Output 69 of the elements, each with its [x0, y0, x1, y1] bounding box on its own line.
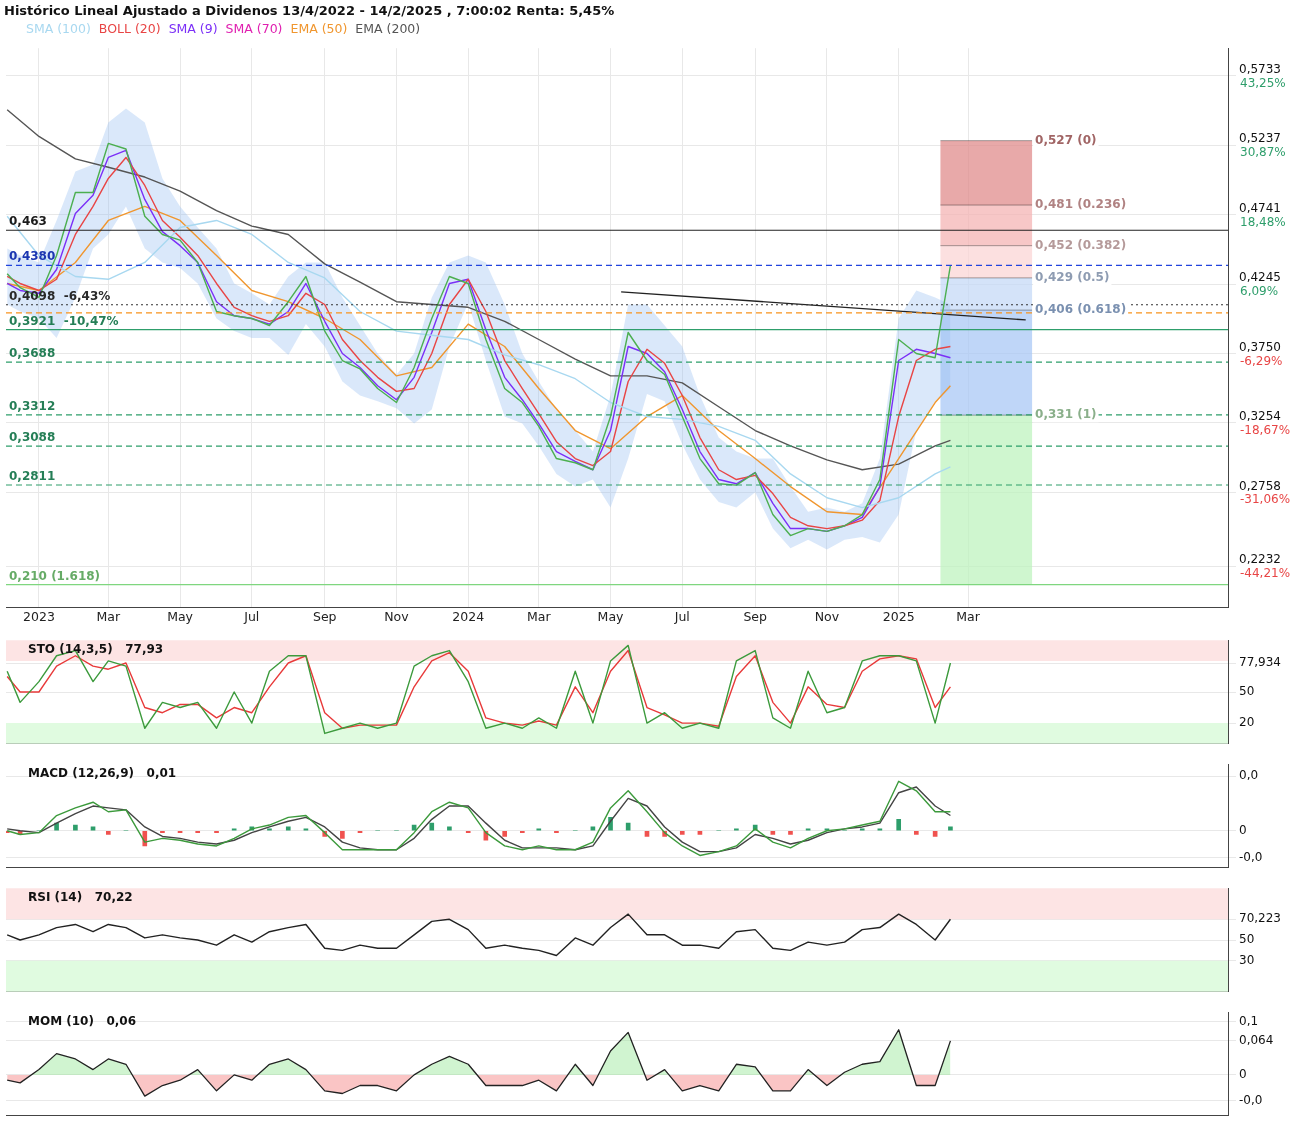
legend-label: SMA (70)	[225, 20, 283, 38]
x-tick-label: May	[167, 608, 194, 624]
chart-title: Histórico Lineal Ajustado a Dividenos 13/4/2022 - 14/2/2025 , 7:00:02 Renta: 5,45%	[4, 2, 616, 20]
y-tick-label: 0	[1239, 1067, 1247, 1082]
y-tick-label: -0,0	[1239, 849, 1263, 864]
x-tick-label: Mar	[956, 608, 981, 624]
y-tick-label: 0,5733	[1239, 61, 1281, 76]
y-tick-label: 30	[1239, 952, 1255, 967]
y-tick-label: 0,3254	[1239, 409, 1281, 424]
y2-tick-label: 6,09%	[1240, 284, 1279, 299]
ref-line-label: 0,210 (1.618)	[9, 568, 101, 583]
x-tick-label: Jul	[243, 608, 260, 624]
ref-line-label: 0,463	[9, 214, 47, 229]
band-label: 0,452 (0.382)	[1035, 237, 1127, 252]
x-tick-label: Nov	[384, 608, 410, 624]
y2-tick-label: -18,67%	[1240, 422, 1291, 437]
y-tick-label: 50	[1239, 932, 1255, 947]
y-tick-label: 0,4741	[1239, 200, 1281, 215]
ref-line-label: 0,3088	[9, 430, 56, 445]
y2-tick-label: -44,21%	[1240, 566, 1291, 581]
text: EMA (50)	[290, 20, 348, 38]
y-tick-label: -0,0	[1239, 1093, 1263, 1108]
x-tick-label: Nov	[814, 608, 840, 624]
chart-title: RSI (14) 70,22	[28, 890, 133, 905]
band-label: 0,429 (0.5)	[1035, 270, 1110, 285]
x-tick-label: 2023	[23, 608, 55, 624]
ref-line-label: 0,4380	[9, 249, 56, 264]
text: SMA (9)	[168, 20, 218, 38]
y2-tick-label: -31,06%	[1240, 492, 1291, 507]
y-tick-label: 0,2232	[1239, 552, 1281, 567]
x-tick-label: Sep	[743, 608, 768, 624]
y-tick-label: 0,1	[1239, 1013, 1259, 1028]
chart-title: MACD (12,26,9) 0,01	[28, 766, 177, 781]
y2-tick-label: 43,25%	[1240, 75, 1286, 90]
x-tick-label: Mar	[96, 608, 121, 624]
y2-tick-label: -6,29%	[1240, 353, 1283, 368]
chart-title: STO (14,3,5) 77,93	[28, 642, 164, 657]
y-tick-label: 0,3750	[1239, 339, 1281, 354]
x-tick-label: Sep	[312, 608, 337, 624]
ref-line-label: 0,4098 -6,43%	[9, 288, 111, 303]
ref-line-label: 0,3688	[9, 346, 56, 361]
y-tick-label: 0,0	[1239, 768, 1259, 783]
y-tick-label: 0,4245	[1239, 270, 1281, 285]
band-label: 0,406 (0.618)	[1035, 302, 1127, 317]
ref-line-label: 0,2811	[9, 469, 56, 484]
y2-tick-label: 18,48%	[1240, 214, 1286, 229]
ref-line-label: 0,3921 -10,47%	[9, 313, 119, 328]
text: EMA (200)	[355, 20, 421, 38]
y2-tick-label: 30,87%	[1240, 145, 1286, 160]
text: BOLL (20)	[98, 20, 161, 38]
x-tick-label: May	[597, 608, 625, 624]
y-tick-label: 70,223	[1239, 911, 1281, 926]
band-label: 0,331 (1)	[1035, 407, 1097, 422]
text: SMA (100)	[26, 20, 91, 38]
chart-title: MOM (10) 0,06	[28, 1014, 137, 1029]
x-tick-label: 2025	[882, 608, 915, 624]
y-tick-label: 0,064	[1239, 1033, 1274, 1048]
x-tick-label: Jul	[673, 608, 690, 624]
x-tick-label: Mar	[526, 608, 552, 624]
band-label: 0,527 (0)	[1035, 132, 1097, 147]
y-tick-label: 0,2758	[1239, 478, 1281, 493]
y-tick-label: 0,5237	[1239, 131, 1281, 146]
ref-line-label: 0,3312	[9, 398, 56, 413]
y-tick-label: 50	[1239, 684, 1255, 699]
x-tick-label: 2024	[452, 608, 485, 624]
y-tick-label: 0	[1239, 822, 1247, 837]
y-tick-label: 20	[1239, 715, 1255, 730]
y-tick-label: 77,934	[1239, 655, 1281, 670]
band-label: 0,481 (0.236)	[1035, 197, 1127, 212]
